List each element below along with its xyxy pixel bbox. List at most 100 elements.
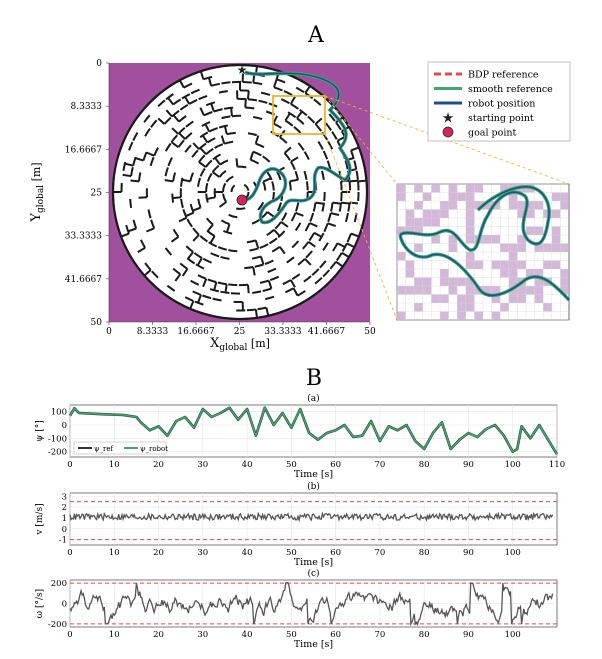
xtick: 60 xyxy=(330,548,341,558)
maze-xtick: 25 xyxy=(234,327,246,337)
maze-xtick: 0 xyxy=(106,327,112,337)
xtick: 30 xyxy=(197,460,208,470)
xtick: 20 xyxy=(153,548,164,558)
xtick: 80 xyxy=(419,548,430,558)
ytick: -200 xyxy=(48,448,67,458)
maze-ytick: 50 xyxy=(91,318,103,328)
goal-point-marker xyxy=(236,194,248,206)
ytick: -100 xyxy=(48,434,67,444)
xtick: 90 xyxy=(463,460,474,470)
xlabel: Time [s] xyxy=(294,639,333,650)
xtick: 40 xyxy=(242,548,253,558)
xlabel: Time [s] xyxy=(294,557,333,568)
panel-a-label: A xyxy=(307,23,325,48)
xtick: 40 xyxy=(242,460,253,470)
legend-entry: goal point xyxy=(468,128,516,139)
maze-xtick: 41.6667 xyxy=(308,327,345,337)
xtick: 20 xyxy=(153,630,164,640)
series-v xyxy=(69,511,554,523)
xtick: 50 xyxy=(286,460,297,470)
xtick: 50 xyxy=(286,548,297,558)
xtick: 80 xyxy=(419,630,430,640)
maze xyxy=(111,63,369,321)
xtick: 20 xyxy=(153,460,164,470)
ytick: 1 xyxy=(62,514,67,524)
xtick: 100 xyxy=(505,548,521,558)
panel-b-label: B xyxy=(306,366,322,391)
maze-xtick: 50 xyxy=(364,327,376,337)
starting-point-marker: ★ xyxy=(237,63,248,77)
ylabel: ω [°/s] xyxy=(35,589,45,618)
xtick: 0 xyxy=(67,460,72,470)
subplot-title: (a) xyxy=(307,393,319,404)
maze-ytick: 0 xyxy=(96,59,102,69)
ylabel: v [m/s] xyxy=(35,503,45,535)
ytick: 2 xyxy=(62,503,67,513)
subplot-title: (b) xyxy=(307,481,320,492)
legend-entry: BDP reference xyxy=(468,70,539,81)
robot-position-path xyxy=(243,71,351,224)
ytick: -1 xyxy=(59,536,67,546)
maze-ytick: 33.3333 xyxy=(65,232,102,242)
xtick: 30 xyxy=(197,548,208,558)
ytick: 0 xyxy=(62,600,67,610)
xtick: 70 xyxy=(374,630,385,640)
xtick: 90 xyxy=(463,630,474,640)
maze-ytick: 25 xyxy=(91,189,103,199)
xtick: 100 xyxy=(505,630,521,640)
zoom-inset xyxy=(396,183,571,321)
xtick: 30 xyxy=(197,630,208,640)
xtick: 70 xyxy=(374,460,385,470)
maze-plot: 0 8.3333 16.6667 25 33.3333 41.6667 5008.33331… xyxy=(29,59,570,353)
maze-xtick: 16.6667 xyxy=(177,327,214,337)
xtick: 100 xyxy=(505,460,521,470)
inset-robot-position xyxy=(399,186,570,301)
maze-xtick: 8.3333 xyxy=(137,327,169,337)
ytick: 3 xyxy=(62,492,67,502)
legend-entry: robot position xyxy=(468,99,535,110)
psi-legend: ψ_ref ψ_robot xyxy=(73,441,168,455)
maze-xlabel: Xglobal [m] xyxy=(210,336,270,353)
ytick: 0 xyxy=(62,525,67,535)
subplot-title: (c) xyxy=(307,568,319,579)
xtick: 10 xyxy=(109,630,120,640)
legend-entry: starting point xyxy=(468,113,534,124)
maze-ylabel: Yglobal [m] xyxy=(29,162,46,222)
series-ω xyxy=(69,581,554,627)
ylabel: ψ [°] xyxy=(35,420,45,441)
legend-entry: ψ_ref xyxy=(94,445,114,453)
zoom-box xyxy=(272,95,326,135)
svg-text:★: ★ xyxy=(442,111,455,127)
maze-axis-ticks: 0 8.3333 16.6667 25 33.3333 41.6667 5008.33331… xyxy=(65,59,376,337)
maze-xtick: 33.3333 xyxy=(264,327,301,337)
xtick: 80 xyxy=(419,460,430,470)
xtick: 40 xyxy=(242,630,253,640)
series-ψ_robot xyxy=(69,406,558,455)
ytick: 200 xyxy=(51,579,67,589)
maze-ytick: 41.6667 xyxy=(65,275,102,285)
xtick: 0 xyxy=(67,548,72,558)
ytick: 0 xyxy=(62,421,67,431)
xtick: 10 xyxy=(109,548,120,558)
xtick: 0 xyxy=(67,630,72,640)
xlabel: Time [s] xyxy=(294,469,333,480)
maze-legend: BDP reference smooth reference robot posit… xyxy=(427,61,571,142)
xtick: 10 xyxy=(109,460,120,470)
xtick: 60 xyxy=(330,630,341,640)
maze-ytick: 16.6667 xyxy=(65,145,102,155)
xtick: 90 xyxy=(463,548,474,558)
ytick: 100 xyxy=(51,408,67,418)
legend-entry: ψ_robot xyxy=(140,445,168,453)
xtick: 70 xyxy=(374,548,385,558)
maze-ytick: 8.3333 xyxy=(71,102,103,112)
xtick: 50 xyxy=(286,630,297,640)
xtick: 60 xyxy=(330,460,341,470)
legend-entry: smooth reference xyxy=(468,84,553,95)
xtick: 110 xyxy=(549,460,565,470)
ytick: -200 xyxy=(48,620,67,630)
